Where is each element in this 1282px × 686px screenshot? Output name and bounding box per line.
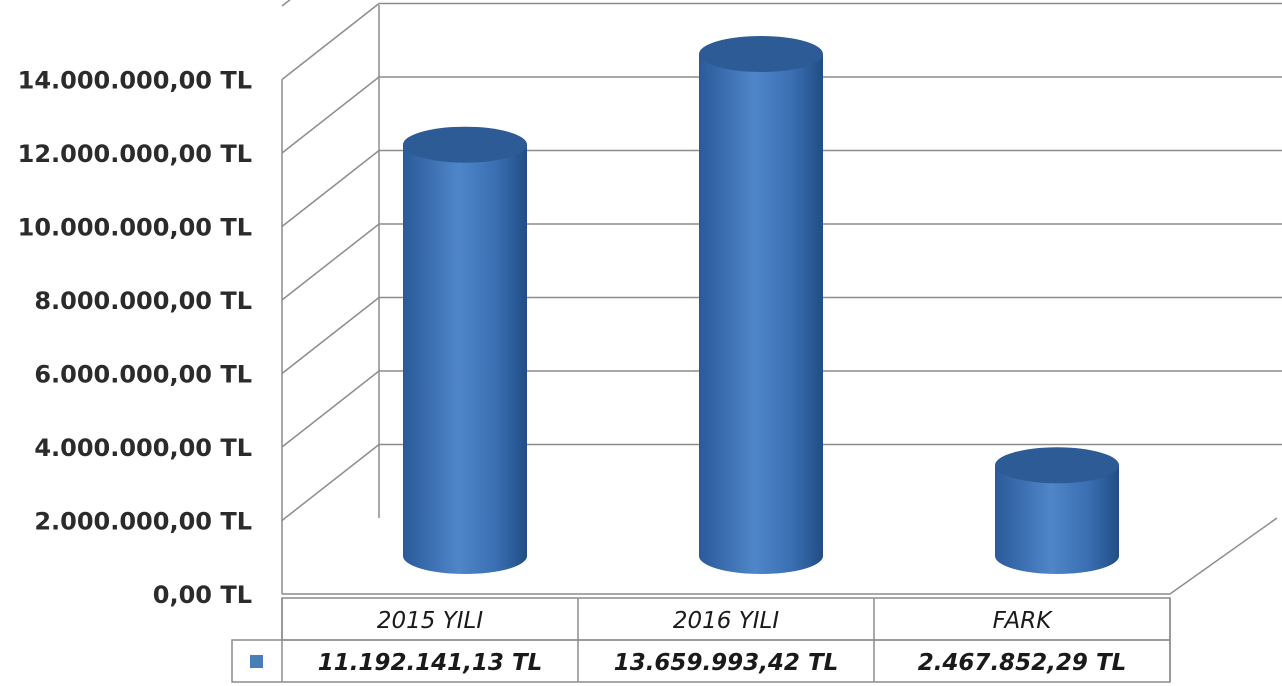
y-tick-label: 6.000.000,00 TL [34,361,252,389]
gridline [281,2,1282,81]
category-label: 2015 YILI [377,608,483,634]
category-label: 2016 YILI [673,608,779,634]
bar-top [699,35,823,72]
floor-edge [282,517,1278,595]
bar-top [403,126,527,163]
bars [403,35,1119,575]
bar-body [995,465,1119,574]
y-tick-label: 4.000.000,00 TL [34,434,252,462]
y-tick-label: 8.000.000,00 TL [34,287,252,315]
gridline [281,443,1282,522]
value-label: 13.659.993,42 TL [614,650,839,676]
y-tick-label: 10.000.000,00 TL [18,214,252,242]
data-table: 2015 YILI 11.192.141,13 TL 2016 YILI 13.659… [231,597,1171,683]
y-axis: 0,00 TL 2.000.000,00 TL 4.000.000,00 TL 6.0… [18,67,252,610]
legend-key [250,655,263,668]
value-label: 2.467.852,29 TL [918,650,1127,676]
y-tick-label: 14.000.000,00 TL [18,67,252,95]
y-tick-label: 2.000.000,00 TL [34,508,252,536]
bar-body [403,144,527,574]
category-label: FARK [993,608,1054,634]
y-tick-label: 0,00 TL [153,581,252,609]
gridline [281,370,1282,448]
value-label: 11.192.141,13 TL [318,650,543,676]
gridline [281,149,1282,228]
gridline [281,296,1282,375]
y-tick-label: 12.000.000,00 TL [18,140,252,168]
gridlines [281,0,1282,595]
gridline [281,76,1282,154]
bar [403,126,527,574]
bar [699,35,823,575]
bar-top [995,447,1119,484]
gridline [281,223,1282,301]
bar-body [699,53,823,575]
bar [995,447,1119,574]
